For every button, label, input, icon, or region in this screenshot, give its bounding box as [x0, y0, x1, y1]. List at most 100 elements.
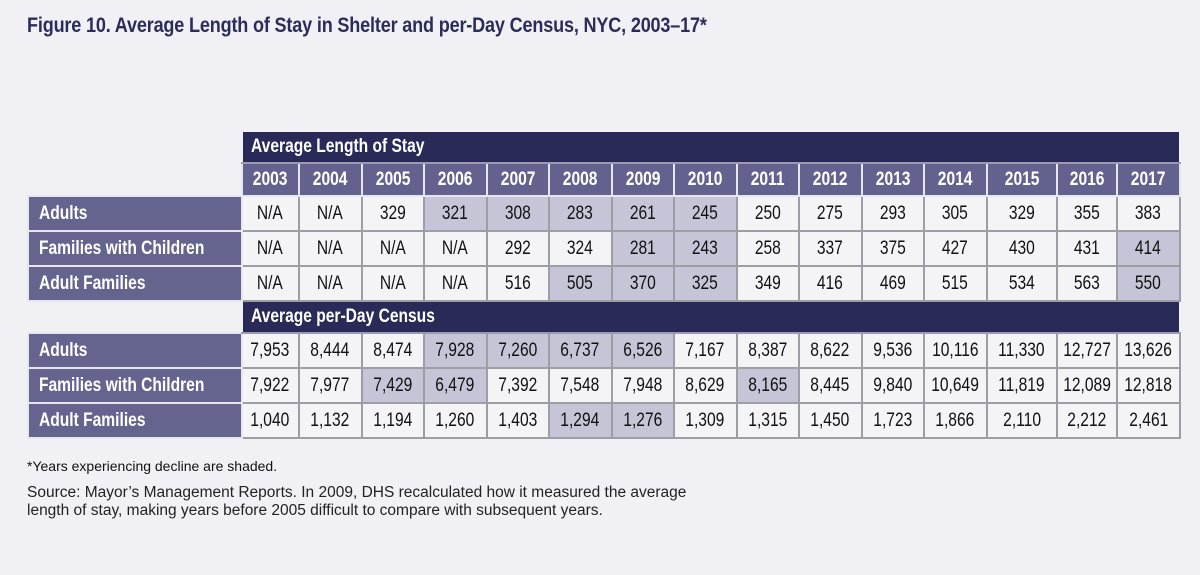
value-cell: 7,953 — [240, 332, 300, 369]
cell-value: 1,315 — [748, 409, 788, 431]
cell-value: 1,276 — [623, 409, 663, 431]
value-cell: 1,723 — [860, 402, 925, 439]
cell-value: 10,649 — [931, 374, 979, 396]
value-cell: 416 — [797, 265, 863, 302]
value-cell: 10,649 — [922, 367, 988, 404]
value-cell: N/A — [422, 230, 488, 267]
value-cell-shaded: 414 — [1115, 230, 1181, 267]
cell-value: 292 — [504, 237, 531, 259]
year-header: 2008 — [547, 162, 613, 197]
year-header: 2005 — [360, 162, 425, 197]
value-cell-shaded: 308 — [485, 195, 550, 232]
cell-value: 505 — [567, 272, 594, 294]
value-cell: N/A — [360, 265, 425, 302]
value-cell: 427 — [922, 230, 988, 267]
cell-value: 12,727 — [1062, 339, 1111, 361]
row-label: Families with Children — [27, 230, 243, 267]
year-header: 2016 — [1055, 162, 1118, 197]
cell-value: 427 — [942, 237, 969, 259]
row-label-text: Adult Families — [39, 272, 146, 294]
cell-value: N/A — [379, 237, 406, 259]
cell-value: 7,953 — [250, 339, 290, 361]
year-label: 2014 — [937, 168, 973, 190]
cell-value: 414 — [1135, 237, 1162, 259]
value-cell: 1,040 — [240, 402, 300, 439]
value-cell: 8,629 — [672, 367, 738, 404]
cell-value: 8,445 — [810, 374, 850, 396]
cell-value: N/A — [257, 272, 284, 294]
value-cell: 8,474 — [360, 332, 425, 369]
cell-value: 6,737 — [560, 339, 600, 361]
value-cell: 2,461 — [1115, 402, 1181, 439]
cell-value: 7,948 — [623, 374, 663, 396]
value-cell-shaded: 7,928 — [422, 332, 488, 369]
value-cell: N/A — [422, 265, 488, 302]
cell-value: 9,536 — [873, 339, 913, 361]
value-cell: N/A — [297, 265, 363, 302]
value-cell: 7,167 — [672, 332, 738, 369]
cell-value: 2,212 — [1067, 409, 1107, 431]
cell-value: 325 — [692, 272, 719, 294]
value-cell: 324 — [547, 230, 613, 267]
value-cell-shaded: 1,276 — [610, 402, 675, 439]
value-cell: 329 — [360, 195, 425, 232]
cell-value: 8,387 — [748, 339, 788, 361]
cell-value: 416 — [817, 272, 844, 294]
row-label: Adult Families — [27, 265, 243, 302]
source-note: Source: Mayor’s Management Reports. In 2… — [27, 484, 687, 519]
value-cell: 12,727 — [1055, 332, 1118, 369]
value-cell-shaded: 283 — [547, 195, 613, 232]
cell-value: 305 — [942, 202, 969, 224]
cell-value: 430 — [1008, 237, 1035, 259]
cell-value: 329 — [379, 202, 406, 224]
value-cell: 349 — [735, 265, 800, 302]
cell-value: 11,330 — [998, 339, 1045, 361]
year-header: 2015 — [985, 162, 1058, 197]
cell-value: 1,723 — [873, 409, 913, 431]
cell-value: 550 — [1135, 272, 1162, 294]
year-header: 2009 — [610, 162, 675, 197]
row-label: Adult Families — [27, 402, 243, 439]
cell-value: 245 — [692, 202, 719, 224]
cell-value: 1,309 — [685, 409, 725, 431]
row-label-text: Adults — [39, 202, 88, 224]
cell-value: 8,629 — [685, 374, 725, 396]
cell-value: 283 — [567, 202, 594, 224]
cell-value: 324 — [567, 237, 594, 259]
cell-value: 275 — [817, 202, 844, 224]
value-cell: 2,212 — [1055, 402, 1118, 439]
blank-corner — [28, 163, 242, 196]
cell-value: 13,626 — [1124, 339, 1173, 361]
cell-value: 1,040 — [250, 409, 290, 431]
value-cell: 8,622 — [797, 332, 863, 369]
value-cell: 1,260 — [422, 402, 488, 439]
cell-value: 7,392 — [498, 374, 538, 396]
value-cell: 1,194 — [360, 402, 425, 439]
value-cell: 516 — [485, 265, 550, 302]
value-cell: 1,315 — [735, 402, 800, 439]
cell-value: 370 — [629, 272, 656, 294]
cell-value: 250 — [754, 202, 781, 224]
blank-corner — [28, 301, 242, 333]
year-header: 2012 — [797, 162, 863, 197]
cell-value: 281 — [629, 237, 656, 259]
year-label: 2011 — [750, 168, 785, 190]
cell-value: 469 — [879, 272, 906, 294]
cell-value: 8,474 — [373, 339, 413, 361]
cell-value: 261 — [629, 202, 656, 224]
value-cell: 293 — [860, 195, 925, 232]
cell-value: 1,866 — [935, 409, 975, 431]
cell-value: N/A — [257, 202, 284, 224]
value-cell: 7,948 — [610, 367, 675, 404]
cell-value: 10,116 — [931, 339, 979, 361]
value-cell-shaded: 325 — [672, 265, 738, 302]
cell-value: 258 — [754, 237, 781, 259]
row-label: Families with Children — [27, 367, 243, 404]
cell-value: N/A — [442, 272, 469, 294]
cell-value: 7,429 — [373, 374, 413, 396]
cell-value: 293 — [879, 202, 906, 224]
cell-value: 8,622 — [810, 339, 850, 361]
value-cell-shaded: 6,737 — [547, 332, 613, 369]
value-cell: 7,548 — [547, 367, 613, 404]
value-cell: N/A — [240, 265, 300, 302]
